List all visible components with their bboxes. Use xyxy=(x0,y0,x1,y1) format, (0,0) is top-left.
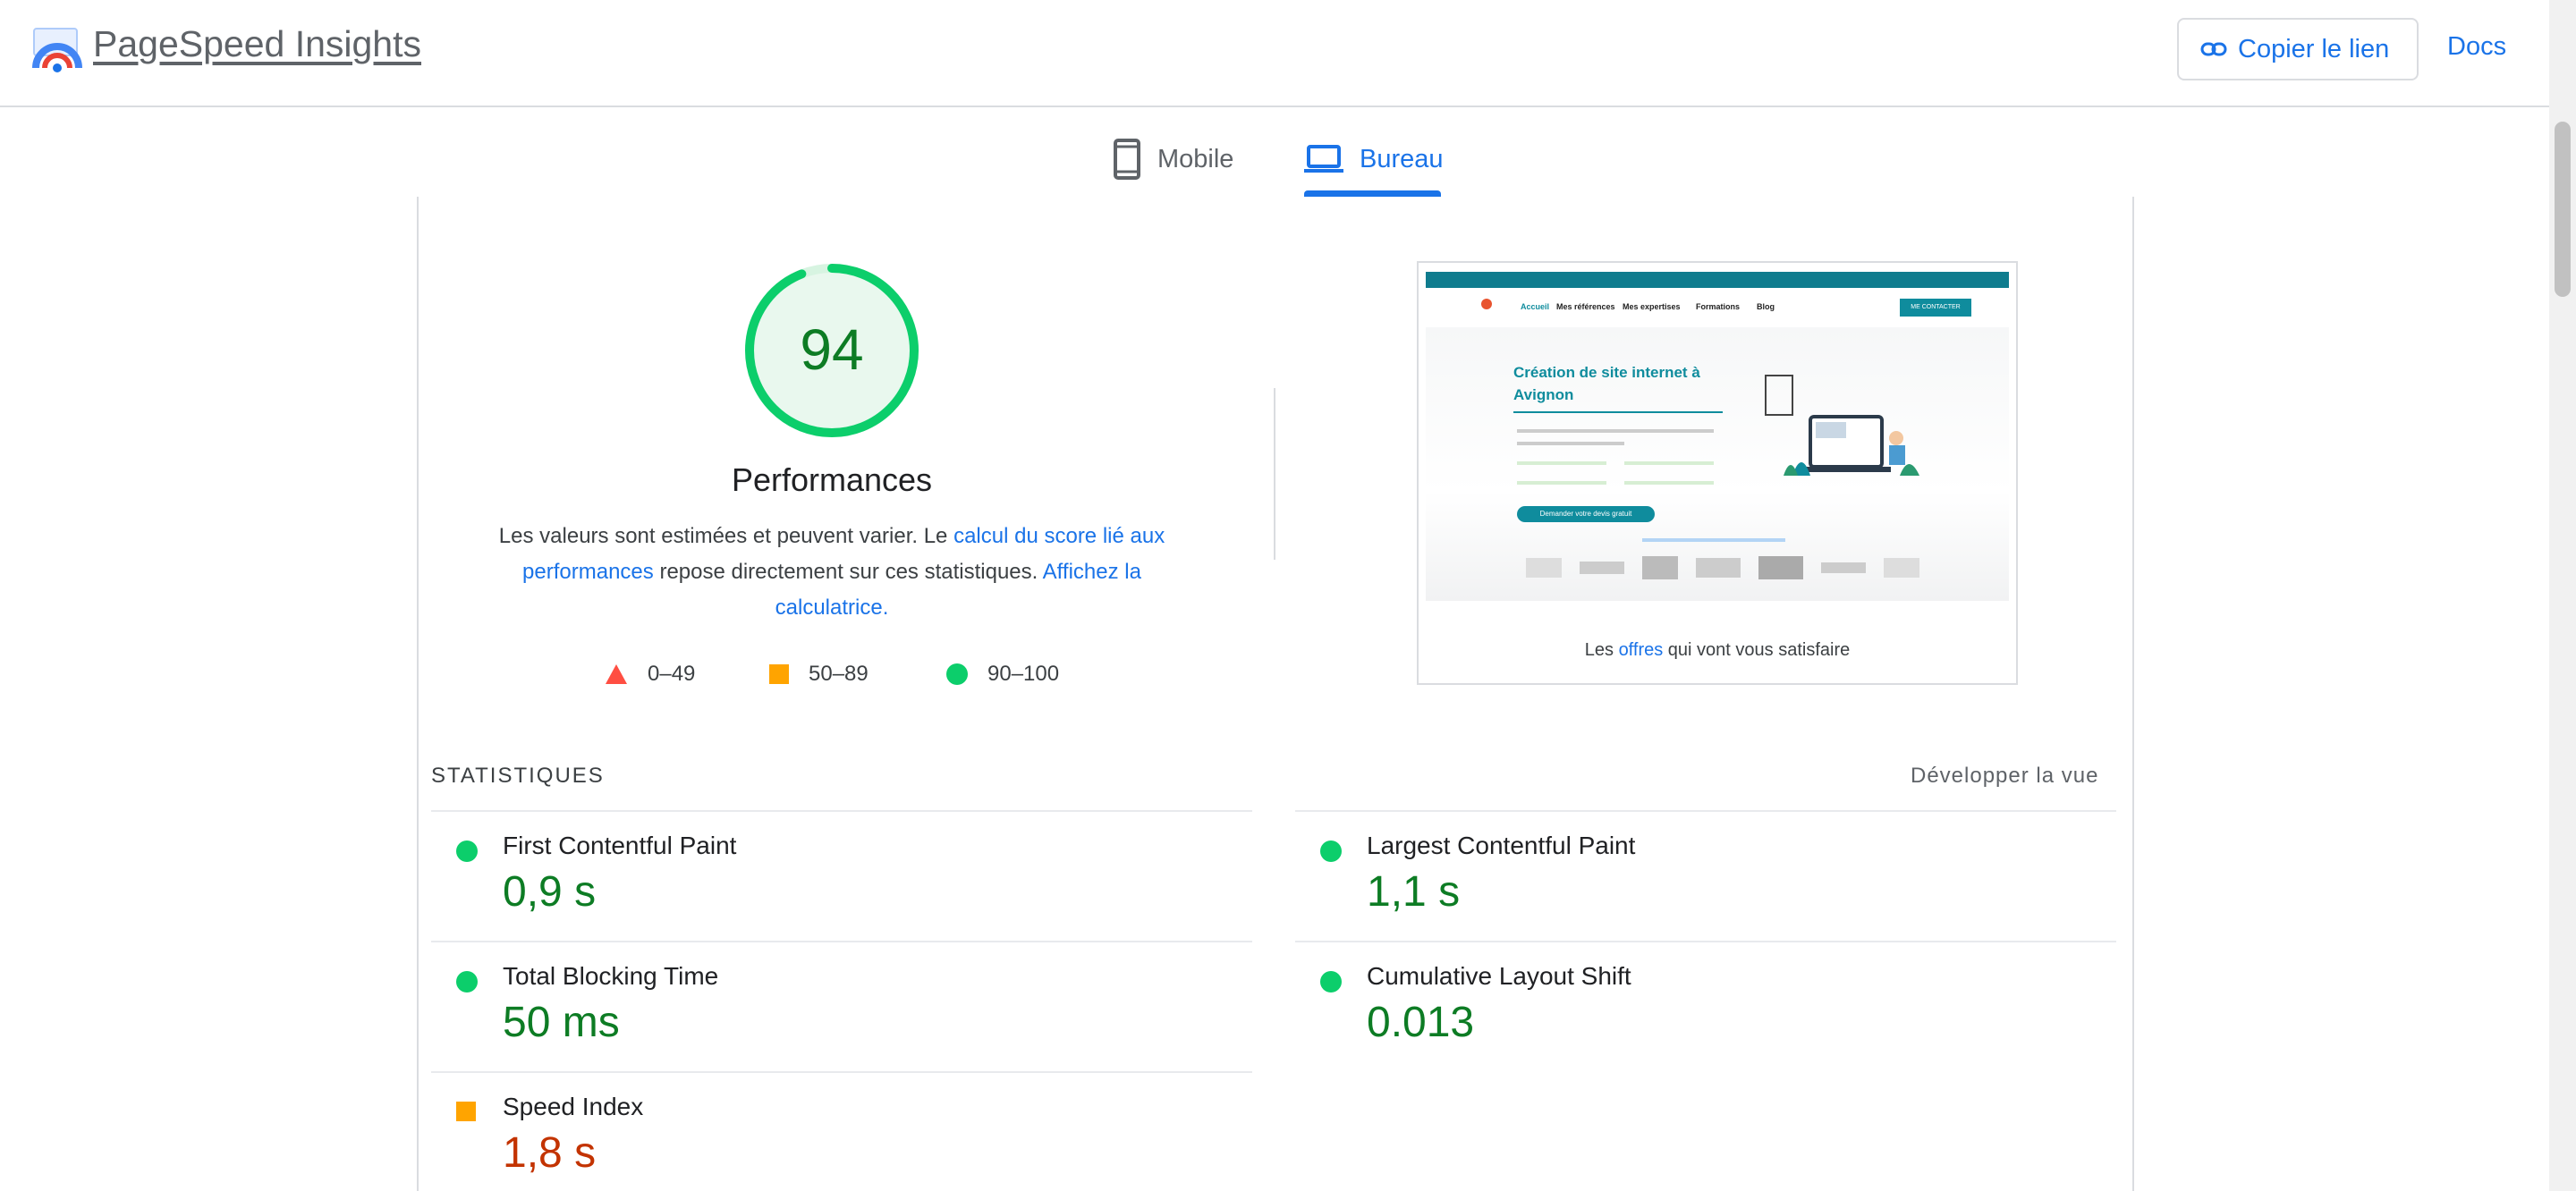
performance-score: 94 xyxy=(800,317,864,382)
metric-value: 1,8 s xyxy=(503,1129,597,1177)
pagespeed-logo-icon[interactable] xyxy=(32,27,82,73)
caption-highlight: offres xyxy=(1618,640,1664,660)
desc-text-2: repose directement sur ces statistiques. xyxy=(653,560,1043,584)
screenshot-text-line xyxy=(1517,461,1606,465)
metric-value: 0,9 s xyxy=(503,868,597,916)
device-tabs: Mobile Bureau xyxy=(0,107,2549,197)
screenshot-cta-button: Demander votre devis gratuit xyxy=(1517,506,1655,522)
laptop-icon xyxy=(1304,145,1343,173)
legend-good: 90–100 xyxy=(946,662,1059,687)
brand-title[interactable]: PageSpeed Insights xyxy=(93,23,421,64)
screenshot-underline xyxy=(1513,411,1723,413)
screenshot-topbar xyxy=(1426,272,2009,288)
screenshot-logos xyxy=(1526,554,1919,581)
tab-mobile[interactable]: Mobile xyxy=(1113,132,1233,186)
performance-title: Performances xyxy=(731,461,933,498)
docs-link[interactable]: Docs xyxy=(2447,32,2507,61)
good-status-icon xyxy=(456,971,478,992)
caption-text: Les xyxy=(1584,640,1619,660)
tab-mobile-label: Mobile xyxy=(1157,144,1234,173)
screenshot-text-line xyxy=(1624,461,1714,465)
circle-icon xyxy=(946,663,968,685)
report-card xyxy=(417,197,2134,1191)
good-status-icon xyxy=(1320,840,1342,862)
good-status-icon xyxy=(1320,971,1342,992)
score-calculation-link[interactable]: calcul du score lié aux performances xyxy=(522,524,1165,584)
screenshot-headline: Création de site internet à Avignon xyxy=(1513,364,1700,403)
screenshot-nav-item: Blog xyxy=(1757,302,1775,311)
top-app-bar: PageSpeed Insights Copier le lien Docs xyxy=(0,0,2549,107)
metric-label: Largest Contentful Paint xyxy=(1367,832,1636,859)
screenshot-nav-item: Mes expertises xyxy=(1623,302,1681,311)
square-icon xyxy=(769,664,789,684)
legend-good-label: 90–100 xyxy=(987,662,1060,686)
performance-score-gauge xyxy=(745,264,919,437)
screenshot-text-line xyxy=(1517,481,1606,485)
screenshot-nav-item: Formations xyxy=(1696,302,1741,311)
divider xyxy=(431,1071,1252,1073)
screenshot-text-line xyxy=(1642,538,1785,542)
legend-average-label: 50–89 xyxy=(809,662,869,686)
metric-label: Cumulative Layout Shift xyxy=(1367,962,1631,990)
performance-description: Les valeurs sont estimées et peuvent var… xyxy=(492,519,1172,626)
active-tab-indicator xyxy=(1304,190,1441,197)
legend-poor-label: 0–49 xyxy=(648,662,696,686)
metric-value: 0.013 xyxy=(1367,999,1475,1046)
metric-value: 1,1 s xyxy=(1367,868,1461,916)
divider xyxy=(431,810,1252,812)
metric-value: 50 ms xyxy=(503,999,620,1046)
good-status-icon xyxy=(456,840,478,862)
divider xyxy=(1295,941,2116,942)
metric-label: Total Blocking Time xyxy=(503,962,719,990)
expand-view-toggle[interactable]: Développer la vue xyxy=(1911,764,2099,788)
screenshot-cta: ME CONTACTER xyxy=(1900,299,1971,317)
screenshot-nav-item: Accueil xyxy=(1521,302,1550,311)
illustration-icon xyxy=(1765,375,1919,476)
divider xyxy=(1295,810,2116,812)
screenshot-caption: Les offres qui vont vous satisfaire xyxy=(1419,640,2016,661)
stats-heading: STATISTIQUES xyxy=(431,764,605,788)
metric-label: Speed Index xyxy=(503,1093,644,1120)
divider xyxy=(431,941,1252,942)
phone-icon xyxy=(1114,139,1140,180)
legend-average: 50–89 xyxy=(769,662,869,687)
tab-bureau[interactable]: Bureau xyxy=(1304,132,1444,186)
page-screenshot: Accueil Mes références Mes expertises Fo… xyxy=(1417,261,2018,685)
link-icon xyxy=(2200,42,2227,56)
legend-poor: 0–49 xyxy=(605,662,695,687)
scrollbar-thumb[interactable] xyxy=(2555,122,2571,297)
calculator-link[interactable]: Affichez la calculatrice. xyxy=(775,560,1141,620)
screenshot-text-line xyxy=(1517,442,1624,445)
section-divider xyxy=(1274,388,1275,560)
tab-bureau-label: Bureau xyxy=(1360,144,1444,173)
metric-label: First Contentful Paint xyxy=(503,832,737,859)
triangle-icon xyxy=(606,664,627,684)
average-status-icon xyxy=(456,1102,476,1121)
screenshot-nav: Accueil Mes références Mes expertises Fo… xyxy=(1426,288,2009,328)
copy-link-button[interactable]: Copier le lien xyxy=(2177,18,2419,80)
screenshot-nav-item: Mes références xyxy=(1556,302,1615,311)
caption-text: qui vont vous satisfaire xyxy=(1663,640,1851,660)
desc-text-1: Les valeurs sont estimées et peuvent var… xyxy=(498,524,954,548)
copy-link-label: Copier le lien xyxy=(2238,34,2390,63)
screenshot-text-line xyxy=(1624,481,1714,485)
screenshot-text-line xyxy=(1517,429,1714,433)
